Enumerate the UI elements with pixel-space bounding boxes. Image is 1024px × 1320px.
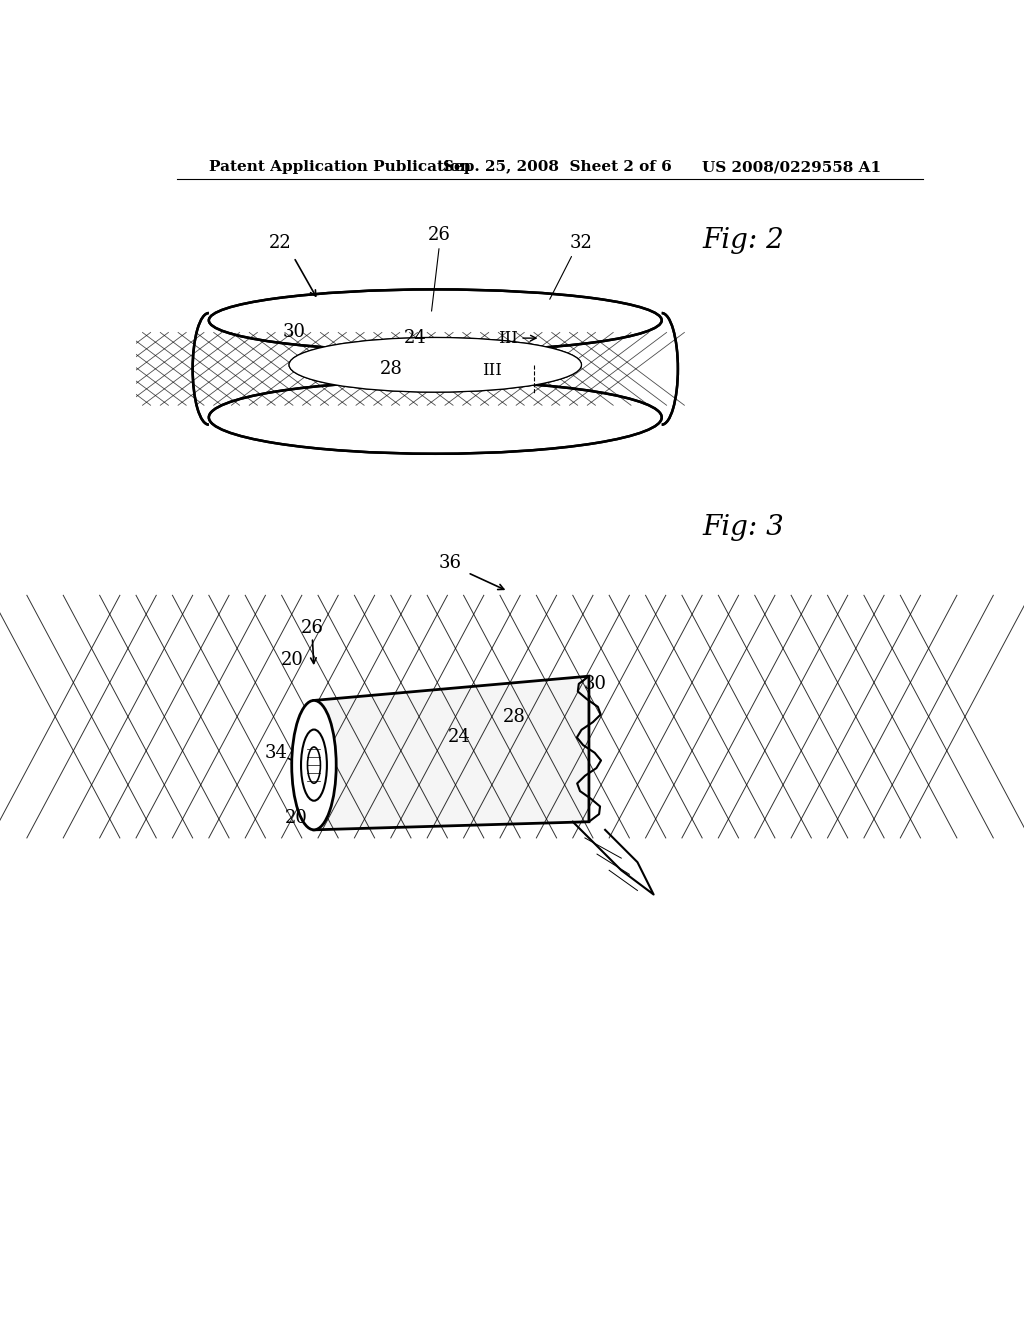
Text: 36: 36 xyxy=(438,554,462,572)
Ellipse shape xyxy=(292,701,336,830)
Ellipse shape xyxy=(290,338,581,392)
Text: 26: 26 xyxy=(301,619,324,636)
Text: Sep. 25, 2008  Sheet 2 of 6: Sep. 25, 2008 Sheet 2 of 6 xyxy=(443,160,672,174)
Text: 26: 26 xyxy=(428,227,451,244)
Text: 32: 32 xyxy=(569,235,592,252)
Text: 22: 22 xyxy=(268,235,292,252)
Ellipse shape xyxy=(290,338,581,392)
Ellipse shape xyxy=(290,338,581,392)
Text: Fig: 3: Fig: 3 xyxy=(702,515,784,541)
Text: III: III xyxy=(482,362,502,379)
Text: III: III xyxy=(498,330,518,347)
Text: 30: 30 xyxy=(283,323,305,342)
Text: Fig: 2: Fig: 2 xyxy=(702,227,784,255)
Text: 30: 30 xyxy=(584,676,607,693)
Text: 34: 34 xyxy=(264,744,288,762)
Text: Patent Application Publication: Patent Application Publication xyxy=(209,160,471,174)
Text: 28: 28 xyxy=(379,360,402,378)
Text: 24: 24 xyxy=(449,727,471,746)
Text: 24: 24 xyxy=(403,329,426,347)
Text: 28: 28 xyxy=(503,708,526,726)
Text: 20: 20 xyxy=(281,651,303,669)
Text: US 2008/0229558 A1: US 2008/0229558 A1 xyxy=(702,160,882,174)
Polygon shape xyxy=(314,676,589,830)
Text: 20: 20 xyxy=(285,809,307,826)
